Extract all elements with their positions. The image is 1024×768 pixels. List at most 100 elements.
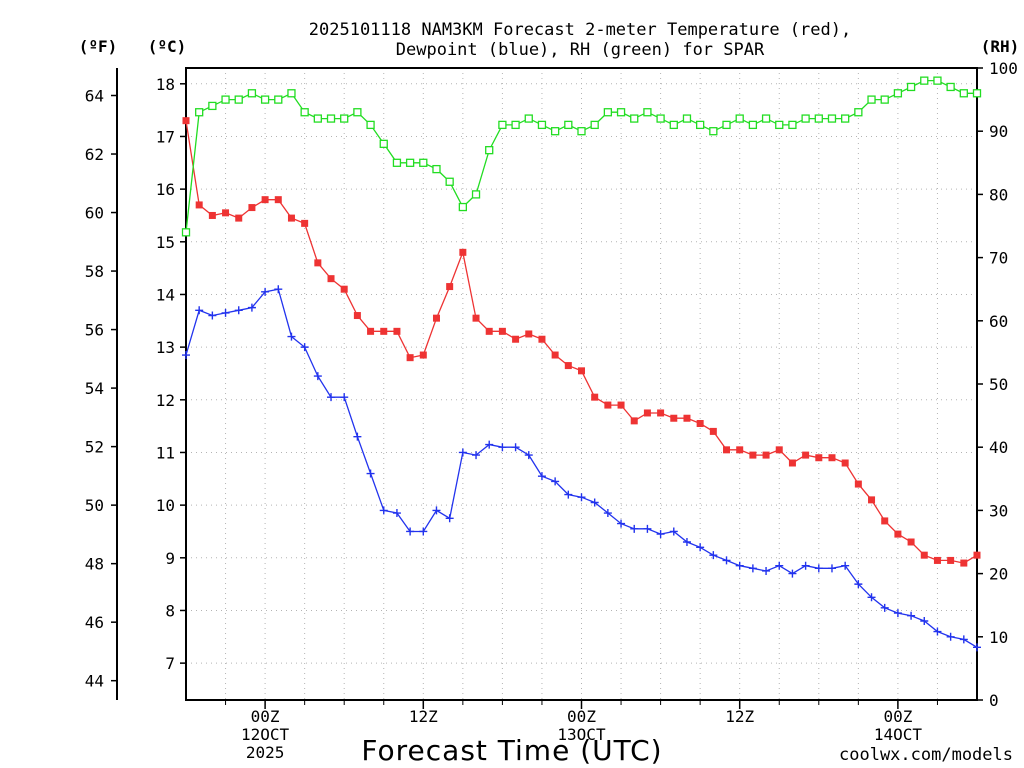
dewpoint-point — [195, 306, 204, 315]
temperature-point — [340, 285, 348, 293]
rh-point — [682, 114, 692, 123]
temperature-point — [182, 117, 190, 125]
rh-tick-label: 0 — [989, 691, 999, 710]
dewpoint-point — [722, 556, 731, 565]
rh-point — [379, 139, 388, 148]
dewpoint-point — [656, 530, 665, 539]
temperature-point — [222, 209, 230, 217]
dewpoint-point — [445, 514, 454, 523]
rh-point — [801, 114, 810, 123]
dewpoint-point — [300, 343, 309, 352]
celsius-tick-label: 12 — [156, 391, 175, 410]
temperature-point — [920, 551, 928, 559]
temperature-point — [538, 335, 546, 343]
temperature-point — [419, 351, 427, 359]
rh-point — [392, 158, 402, 167]
rh-point — [616, 108, 626, 117]
celsius-unit-label: (ºC) — [148, 37, 187, 56]
temperature-point — [854, 480, 862, 488]
dewpoint-point — [959, 635, 968, 644]
rh-point — [669, 120, 678, 130]
x-axis-label: Forecast Time (UTC) — [361, 734, 662, 767]
rh-tick-label: 40 — [989, 438, 1008, 457]
temperature-point — [551, 351, 559, 359]
fahrenheit-tick-label: 46 — [85, 613, 104, 632]
axes: 7 8 9 10 11 12 13 14 15 16 17 18 44 46 48 50 52 54 56 58 60 6… — [85, 59, 1018, 762]
dewpoint-point — [247, 303, 256, 312]
rh-tick-label: 30 — [989, 501, 1008, 520]
dewpoint-point — [669, 527, 678, 536]
dewpoint-point — [748, 564, 757, 573]
dewpoint-point — [603, 509, 612, 518]
temperature-point — [749, 451, 757, 459]
temperature-point — [208, 211, 216, 219]
dewpoint-point — [630, 524, 639, 533]
temperature-point — [564, 362, 572, 370]
temperature-point — [446, 283, 454, 291]
rh-point — [181, 228, 191, 237]
dewpoint-point — [788, 569, 797, 578]
dewpoint-point — [946, 632, 955, 641]
temperature-point — [287, 214, 295, 222]
temperature-point — [973, 551, 981, 559]
rh-point — [577, 127, 586, 136]
temperature-point — [472, 314, 480, 322]
fahrenheit-tick-label: 50 — [85, 496, 104, 515]
temperature-point — [841, 459, 849, 467]
celsius-tick-label: 18 — [156, 75, 175, 94]
x-tick-label: 12OCT — [241, 725, 290, 744]
rh-point — [419, 158, 428, 167]
series-rh — [181, 76, 982, 237]
dewpoint-point — [880, 603, 889, 612]
dewpoint-point — [208, 311, 217, 320]
dewpoint-point — [933, 627, 942, 636]
rh-tick-label: 80 — [989, 185, 1008, 204]
rh-tick-label: 50 — [989, 375, 1008, 394]
fahrenheit-tick-label: 62 — [85, 145, 104, 164]
x-tick-label: 2025 — [246, 743, 285, 762]
temperature-point — [301, 219, 309, 227]
rh-point — [458, 202, 468, 212]
rh-point — [274, 95, 283, 104]
celsius-tick-label: 9 — [165, 549, 175, 568]
temperature-point — [815, 454, 823, 462]
rh-point — [630, 114, 639, 123]
temperature-point — [248, 204, 256, 212]
dewpoint-point — [551, 477, 560, 486]
temperature-point — [367, 327, 375, 335]
dewpoint-point — [643, 524, 652, 533]
dewpoint-point — [511, 443, 520, 452]
rh-point — [260, 95, 270, 104]
temperature-point — [393, 327, 401, 335]
dewpoint-point — [432, 506, 441, 515]
rh-point — [326, 114, 336, 123]
rh-point — [814, 114, 823, 123]
rh-point — [195, 108, 204, 117]
rh-point — [564, 120, 573, 130]
dewpoint-point — [893, 609, 902, 618]
temperature-point — [670, 414, 678, 422]
series-dewpoint — [182, 285, 981, 652]
temperature-point — [617, 401, 625, 409]
rh-point — [735, 114, 744, 123]
celsius-tick-label: 11 — [156, 443, 175, 462]
temperature-point — [907, 538, 915, 546]
celsius-tick-label: 8 — [165, 601, 175, 620]
temperature-point — [657, 409, 665, 417]
temperature-point — [525, 330, 533, 338]
dewpoint-point — [867, 593, 876, 602]
rh-point — [287, 89, 296, 98]
temperature-point — [195, 201, 203, 209]
rh-point — [748, 120, 758, 130]
temperature-point — [327, 275, 335, 283]
rh-point — [445, 177, 454, 186]
rh-point — [340, 114, 349, 123]
rh-unit-label: (RH) — [981, 37, 1020, 56]
rh-point — [643, 108, 652, 117]
temperature-point — [868, 496, 876, 504]
temperature-point — [723, 446, 731, 454]
dewpoint-point — [735, 561, 744, 570]
rh-point — [537, 120, 547, 130]
temperature-point — [933, 556, 941, 564]
